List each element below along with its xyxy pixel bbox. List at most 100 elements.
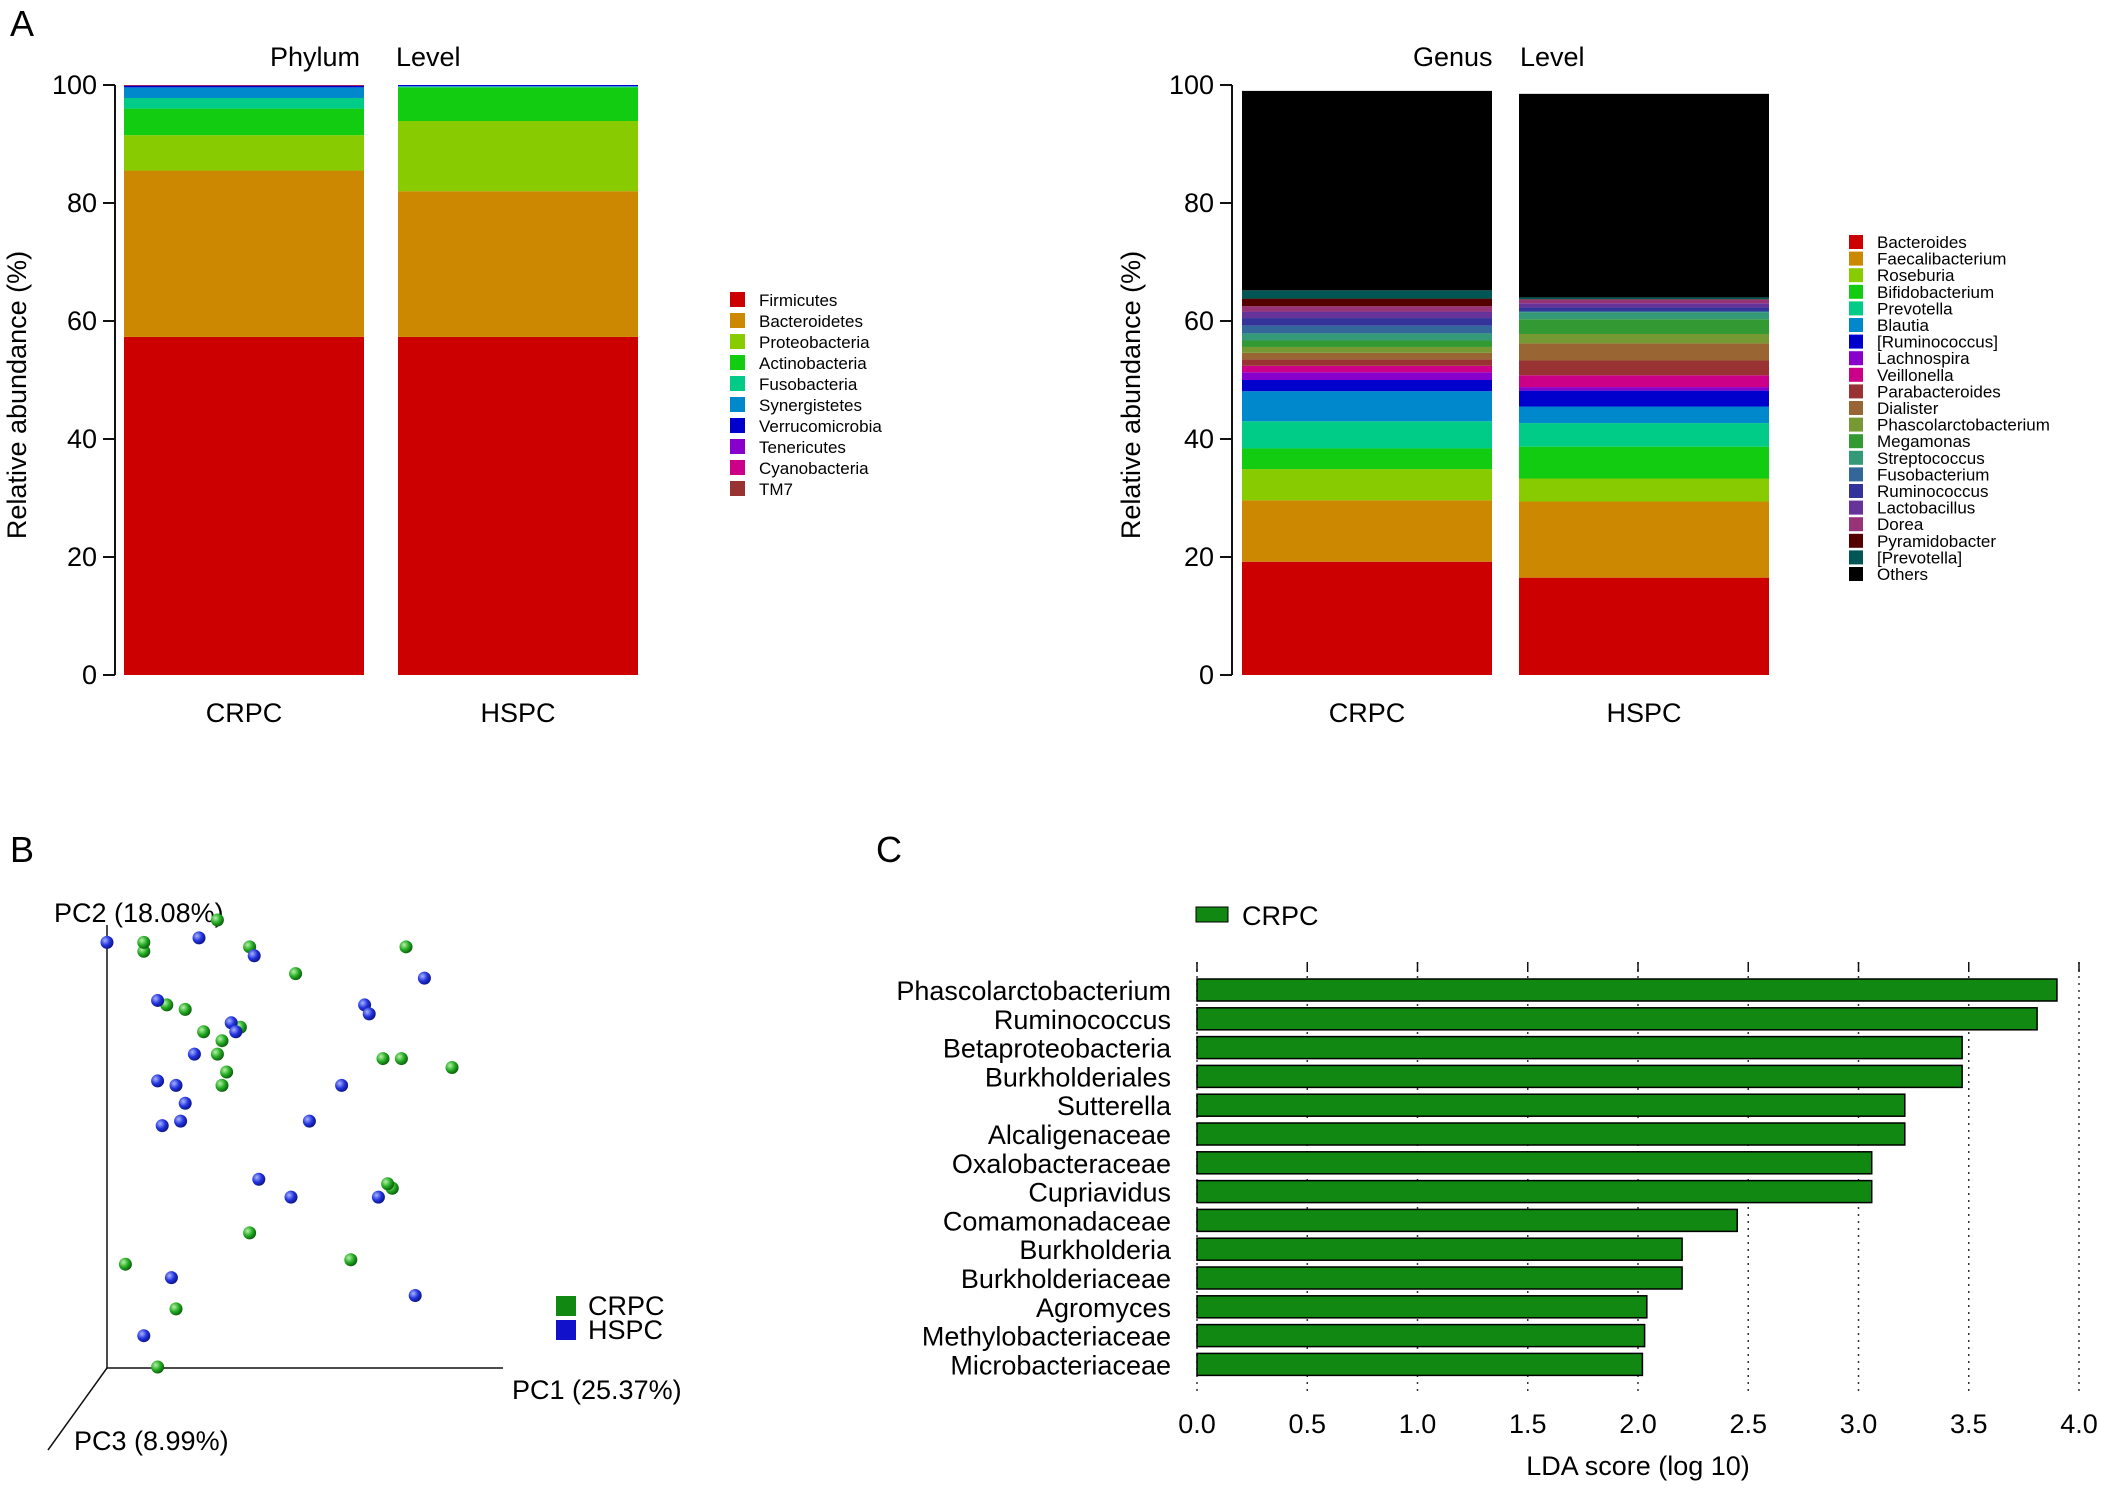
genus-bar-crpc-parabacteroides (1242, 359, 1492, 366)
lda-xtick-label-4-0: 4.0 (2060, 1409, 2098, 1439)
genus-bar-crpc-others (1242, 90, 1492, 291)
genus-legend-label-ruminococcus: Ruminococcus (1877, 482, 1989, 501)
pcoa-point-hspc-18 (284, 1190, 298, 1204)
phylum-bar-hspc-synergistetes (398, 86, 638, 87)
genus-title-left: Genus (1413, 42, 1493, 72)
lda-category-cupriavidus: Cupriavidus (1028, 1178, 1171, 1208)
genus-bar-hspc-blautia (1519, 406, 1769, 424)
pcoa-point-crpc-8 (210, 1047, 224, 1061)
lda-category-comamonadaceae: Comamonadaceae (943, 1206, 1171, 1236)
lda-category-ruminococcus: Ruminococcus (994, 1005, 1171, 1035)
pcoa-point-hspc-4 (151, 993, 165, 1007)
genus-legend-swatch-phascolarctobacterium (1849, 417, 1863, 432)
genus-legend-swatch-fusobacterium (1849, 467, 1863, 482)
phylum-bar-crpc-fusobacteria (124, 97, 364, 109)
phylum-category-crpc: CRPC (206, 698, 283, 728)
phylum-ytick-label-100: 100 (52, 70, 97, 100)
phylum-ytick-label-80: 80 (67, 188, 97, 218)
pcoa-point-crpc-1 (137, 944, 151, 958)
phylum-ytick-label-40: 40 (67, 424, 97, 454)
genus-bar-crpc-roseburia (1242, 469, 1492, 501)
genus-legend-label-lachnospira: Lachnospira (1877, 349, 1970, 368)
lda-bars (1196, 978, 2058, 1377)
genus-legend-label-bifidobacterium: Bifidobacterium (1877, 283, 1994, 302)
genus-bar-hspc-megamonas (1519, 319, 1769, 334)
pcoa-point-hspc-19 (371, 1190, 385, 1204)
genus-bar-crpc-dialister (1242, 352, 1492, 360)
genus-legend-label-lactobacillus: Lactobacillus (1877, 499, 1975, 518)
lda-bar-phascolarctobacterium (1196, 978, 2058, 1002)
phylum-legend-label-proteobacteria: Proteobacteria (759, 333, 870, 352)
genus-bar-hspc-fusobacterium (1519, 310, 1769, 313)
genus-ytick-label-100: 100 (1169, 70, 1214, 100)
genus-bar-hspc-prevotella (1519, 297, 1769, 300)
phylum-legend-label-tm7: TM7 (759, 480, 793, 499)
phylum-y-ticks: 0 20 40 60 80 100 (52, 70, 115, 690)
genus-legend-label-megamonas: Megamonas (1877, 432, 1971, 451)
genus-legend-swatch-dialister (1849, 401, 1863, 415)
phylum-bars (124, 85, 638, 675)
lda-bar-comamonadaceae (1196, 1208, 1738, 1233)
genus-bar-crpc-prevotella (1242, 290, 1492, 299)
lda-category-betaproteobacteria: Betaproteobacteria (943, 1034, 1172, 1064)
phylum-bar-hspc-actinobacteria (398, 87, 638, 121)
lda-bar-chart: CRPC PhascolarctobacteriumRuminococcusBe… (896, 901, 2097, 1481)
phylum-legend-swatch-proteobacteria (730, 334, 745, 349)
pcoa-point-crpc-2 (137, 935, 151, 949)
pcoa-point-crpc-22 (169, 1302, 183, 1316)
pcoa-point-hspc-0 (100, 935, 114, 949)
pcoa-point-crpc-21 (118, 1257, 132, 1271)
pcoa-point-crpc-19 (243, 1226, 257, 1240)
lda-legend-label: CRPC (1242, 901, 1319, 931)
lda-category-burkholderiaceae: Burkholderiaceae (961, 1264, 1171, 1294)
pcoa-point-hspc-2 (247, 949, 261, 963)
genus-stacked-bar-chart: Genus Level Relative abundance (%) 0 20 40… (1116, 42, 2050, 728)
genus-bar-crpc-ruminococcus (1242, 380, 1492, 392)
pcoa-point-crpc-20 (344, 1253, 358, 1267)
lda-bar-agromyces (1196, 1295, 1648, 1319)
lda-bar-betaproteobacteria (1196, 1035, 1963, 1060)
lda-x-ticks: 0.0 0.5 1.0 1.5 2.0 2.5 3.0 3.5 4.0 (1178, 1409, 2098, 1439)
phylum-legend-label-firmicutes: Firmicutes (759, 291, 837, 310)
genus-legend-label-fusobacterium: Fusobacterium (1877, 465, 1989, 484)
phylum-bar-crpc-synergistetes (124, 87, 364, 98)
lda-category-burkholderiales: Burkholderiales (985, 1062, 1171, 1092)
pcoa-point-crpc-4 (289, 967, 303, 981)
genus-bar-hspc-prevotella (1519, 423, 1769, 447)
phylum-bar-crpc-bacteroidetes (124, 170, 364, 337)
phylum-bar-crpc-tm7 (124, 85, 364, 86)
phylum-stacked-bar-chart: Phylum Level Relative abundance (%) 0 20 4… (2, 42, 882, 728)
genus-legend-swatch-megamonas (1849, 434, 1863, 449)
genus-bar-crpc-streptococcus (1242, 333, 1492, 341)
pcoa-point-hspc-11 (169, 1078, 183, 1092)
genus-legend-swatch-blautia (1849, 318, 1863, 332)
genus-legend-swatch-streptococcus (1849, 450, 1863, 465)
genus-bar-hspc-lactobacillus (1519, 303, 1769, 308)
phylum-bar-hspc-bacteroidetes (398, 191, 638, 337)
genus-bar-hspc-dorea (1519, 299, 1769, 304)
genus-legend-swatch-roseburia (1849, 268, 1863, 283)
pcoa-point-hspc-22 (137, 1329, 151, 1343)
lda-category-labels: PhascolarctobacteriumRuminococcusBetapro… (896, 976, 1172, 1380)
lda-xtick-label-0-0: 0.0 (1178, 1409, 1216, 1439)
genus-bar-crpc-bacteroides (1242, 561, 1492, 675)
phylum-legend-swatch-actinobacteria (730, 355, 745, 370)
phylum-category-labels: CRPC HSPC (206, 698, 556, 728)
lda-category-oxalobacteraceae: Oxalobacteraceae (952, 1149, 1171, 1179)
genus-legend-label-blautia: Blautia (1877, 316, 1930, 335)
genus-legend-swatch-ruminococcus (1849, 334, 1863, 349)
phylum-legend: Firmicutes Bacteroidetes Proteobacteria Act… (730, 291, 882, 499)
phylum-bar-hspc-verrucomicrobia (398, 85, 638, 87)
pcoa-legend-swatch-crpc (556, 1296, 576, 1316)
pcoa-point-hspc-7 (335, 1078, 349, 1092)
phylum-bar-hspc-fusobacteria (398, 86, 638, 88)
genus-bar-crpc-blautia (1242, 391, 1492, 422)
genus-bar-crpc-dorea (1242, 306, 1492, 312)
genus-ylabel: Relative abundance (%) (1116, 251, 1146, 539)
genus-legend-label-bacteroides: Bacteroides (1877, 233, 1967, 252)
genus-legend-swatch-bifidobacterium (1849, 284, 1863, 299)
lda-bar-cupriavidus (1196, 1179, 1873, 1204)
pcoa-point-crpc-11 (215, 1078, 229, 1092)
lda-gridlines (1196, 962, 2080, 1392)
pcoa-legend-swatch-hspc (556, 1320, 576, 1340)
